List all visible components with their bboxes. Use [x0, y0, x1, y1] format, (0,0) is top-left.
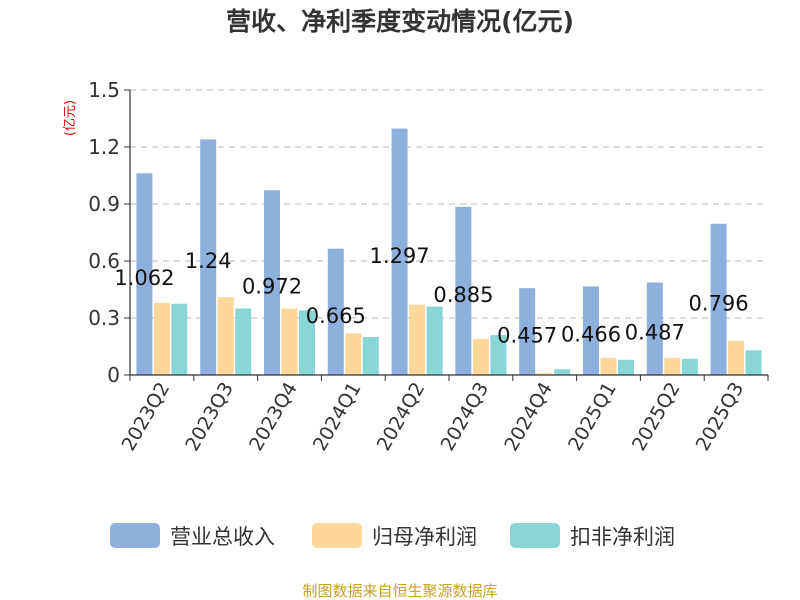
bar-series-2: [345, 333, 362, 375]
bar-series-3: [618, 359, 634, 375]
legend: 营业总收入 归母净利润 扣非净利润: [110, 523, 675, 549]
data-label: 0.466: [561, 323, 621, 347]
data-label: 0.972: [242, 275, 302, 299]
data-label: 1.062: [114, 266, 174, 290]
bar-series-2: [217, 297, 234, 375]
data-label: 0.796: [689, 291, 749, 315]
x-tick-label: 2025Q3: [692, 379, 749, 455]
bar-series-3: [362, 337, 379, 375]
bar-series-1: [646, 282, 663, 375]
bar-series-2: [472, 338, 489, 375]
x-tick-label: 2023Q2: [117, 379, 174, 455]
bar-series-3: [235, 308, 252, 375]
x-tick-label: 2023Q4: [245, 379, 302, 455]
data-label: 1.24: [185, 249, 232, 273]
bar-series-2: [600, 357, 617, 375]
bar-series-1: [710, 223, 727, 375]
bar-series-3: [745, 350, 762, 375]
y-tick-labels: 0 0.3 0.6 0.9 1.2 1.5: [88, 78, 120, 387]
legend-label: 归母净利润: [372, 525, 477, 549]
bar-series-1: [136, 173, 153, 375]
bar-series-1: [264, 190, 280, 375]
x-tick-label: 2024Q3: [436, 379, 493, 455]
y-tick-label: 0.3: [88, 306, 120, 330]
x-tick-label: 2025Q2: [628, 379, 685, 455]
data-label: 0.885: [433, 283, 493, 307]
bar-series-2: [536, 373, 553, 375]
bar-series-1: [200, 139, 217, 375]
axes: [129, 90, 769, 381]
y-tick-label: 1.5: [88, 78, 120, 102]
data-label: 0.665: [306, 304, 366, 328]
bar-series-1: [327, 248, 344, 375]
y-tick-label: 0.9: [88, 192, 120, 216]
y-tick-label: 0.6: [88, 249, 120, 273]
bar-series-3: [490, 335, 507, 375]
y-tick-label: 0: [107, 363, 120, 387]
x-tick-labels: 2023Q2 2023Q3 2023Q4 2024Q1 2024Q2 2024Q3 2024…: [117, 379, 748, 455]
bar-series-2: [153, 302, 170, 375]
bar-series-3: [299, 310, 315, 375]
bar-series-2: [281, 308, 298, 375]
bar-series-1: [391, 128, 408, 375]
bar-series-2: [728, 340, 745, 375]
bar-series-3: [426, 306, 443, 375]
data-label: 0.457: [497, 324, 557, 348]
legend-label: 扣非净利润: [570, 525, 675, 549]
bar-series-1: [519, 288, 536, 375]
bar-series-3: [171, 303, 188, 375]
chart-title: 营收、净利季度变动情况(亿元): [226, 7, 574, 36]
x-tick-label: 2024Q4: [500, 379, 557, 455]
source-note: 制图数据来自恒生聚源数据库: [302, 582, 497, 600]
x-tick-label: 2024Q1: [309, 379, 366, 455]
y-tick-label: 1.2: [88, 135, 120, 159]
bar-series-2: [409, 304, 426, 375]
bar-series-2: [664, 357, 681, 375]
y-axis-unit-label: (亿元): [63, 100, 78, 136]
x-tick-label: 2023Q3: [181, 379, 238, 455]
legend-swatch: [110, 523, 160, 548]
bars: [136, 128, 762, 375]
x-tick-label: 2024Q2: [373, 379, 430, 455]
bar-series-1: [455, 206, 472, 375]
bar-series-3: [681, 358, 698, 375]
data-label: 0.487: [625, 321, 685, 345]
data-label: 1.297: [370, 244, 430, 268]
x-tick-label: 2025Q1: [564, 379, 621, 455]
bar-series-3: [554, 369, 571, 375]
legend-label: 营业总收入: [170, 525, 275, 549]
bar-series-1: [583, 286, 599, 375]
legend-swatch: [312, 523, 362, 548]
legend-swatch: [510, 523, 560, 548]
